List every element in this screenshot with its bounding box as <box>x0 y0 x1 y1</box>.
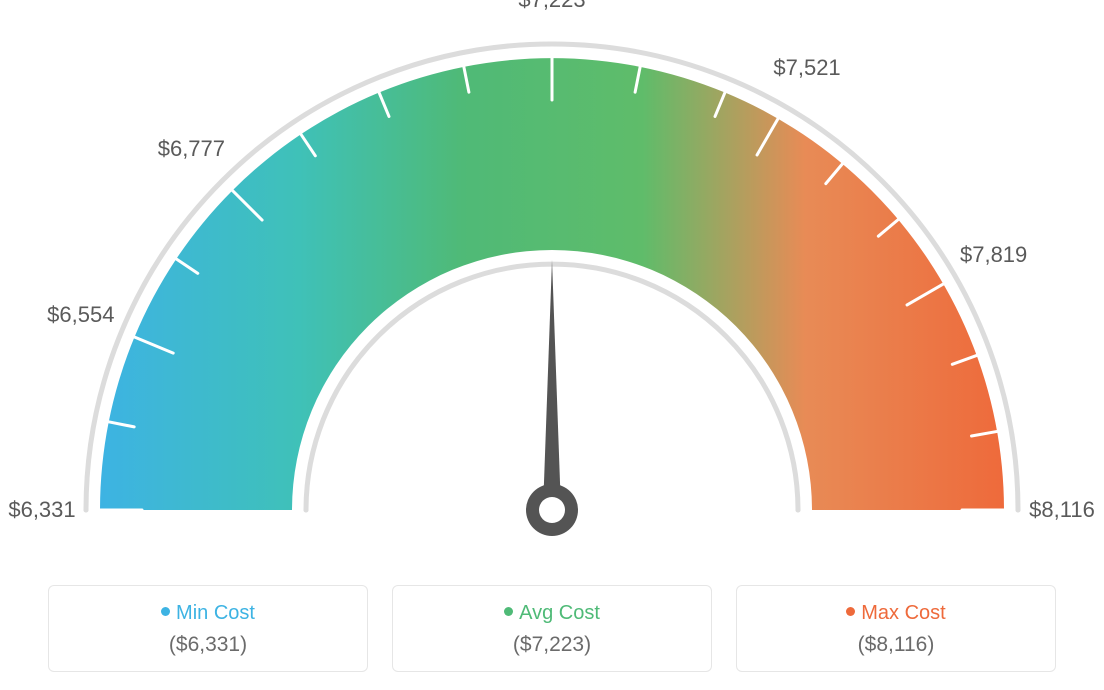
gauge-svg <box>0 0 1104 560</box>
gauge-tick-label: $6,331 <box>8 497 75 523</box>
gauge-tick-label: $7,223 <box>518 0 585 13</box>
legend-min-label: Min Cost <box>176 602 255 624</box>
legend-min-value: ($6,331) <box>69 633 347 657</box>
legend-max-card: Max Cost ($8,116) <box>736 585 1056 672</box>
legend-min-title: Min Cost <box>69 602 347 625</box>
gauge-chart: $6,331 $6,554 $6,777 $7,223 $7,521 $7,819 $8,1… <box>0 0 1104 560</box>
gauge-tick-label: $8,116 <box>1029 497 1095 523</box>
legend-avg-value: ($7,223) <box>413 633 691 657</box>
legend-avg-card: Avg Cost ($7,223) <box>392 585 712 672</box>
legend-avg-label: Avg Cost <box>519 602 600 624</box>
dot-icon <box>504 607 513 616</box>
gauge-tick-label: $7,521 <box>773 55 840 81</box>
legend-max-value: ($8,116) <box>757 633 1035 657</box>
legend-row: Min Cost ($6,331) Avg Cost ($7,223) Max … <box>0 585 1104 672</box>
gauge-tick-label: $7,819 <box>960 242 1027 268</box>
gauge-tick-label: $6,554 <box>47 302 114 328</box>
legend-avg-title: Avg Cost <box>413 602 691 625</box>
gauge-tick-label: $6,777 <box>158 136 225 162</box>
dot-icon <box>161 607 170 616</box>
legend-max-label: Max Cost <box>861 602 945 624</box>
legend-max-title: Max Cost <box>757 602 1035 625</box>
legend-min-card: Min Cost ($6,331) <box>48 585 368 672</box>
dot-icon <box>846 607 855 616</box>
